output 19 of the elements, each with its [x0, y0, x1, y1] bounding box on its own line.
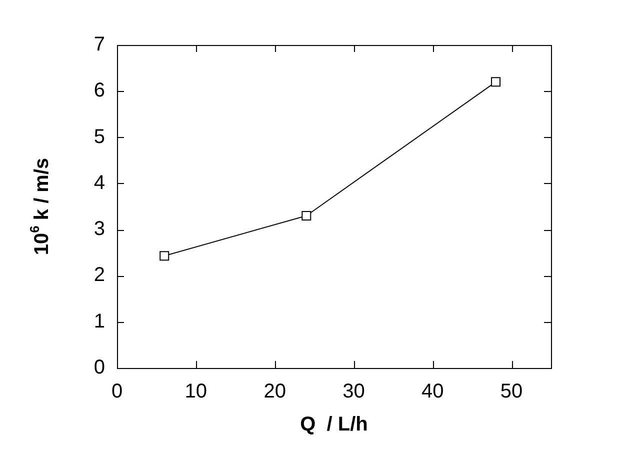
x-tick-label: 50 [500, 380, 523, 403]
x-tick-label: 20 [264, 380, 286, 403]
x-tick-label: 40 [422, 380, 444, 403]
y-tick-label: 1 [94, 310, 105, 332]
y-tick-label: 4 [94, 172, 105, 194]
y-axis-title: 106 k / m/s [27, 158, 53, 256]
y-tick-label: 2 [94, 264, 105, 286]
x-tick-label: 10 [184, 380, 208, 403]
y-tick-label: 7 [94, 34, 105, 56]
y-tick-label: 5 [94, 126, 105, 148]
x-axis-title: Q / L/h [300, 414, 368, 436]
point [302, 210, 312, 220]
point [160, 251, 170, 261]
y-tick-label: 3 [94, 218, 105, 240]
x-tick-label: 0 [111, 380, 123, 403]
point [491, 77, 501, 87]
y-tick-label: 0 [94, 356, 105, 379]
x-tick-label: 30 [342, 380, 365, 403]
y-tick-label: 6 [94, 80, 105, 102]
